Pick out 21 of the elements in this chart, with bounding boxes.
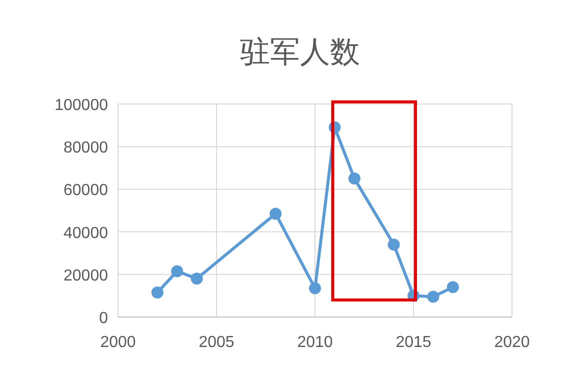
- point: [190, 272, 203, 285]
- x-tick-label: 2010: [297, 334, 333, 351]
- y-tick-label: 100000: [54, 97, 108, 114]
- y-tick-label: 20000: [64, 267, 108, 284]
- point: [388, 238, 400, 251]
- x-tick-label: 2005: [198, 334, 234, 351]
- y-tick-label: 80000: [64, 140, 108, 157]
- point: [151, 286, 164, 299]
- x-tick-label: 2015: [396, 334, 432, 351]
- point: [171, 265, 184, 278]
- y-tick-label: 0: [99, 310, 108, 327]
- point: [309, 282, 321, 294]
- chart-title: 驻军人数: [240, 36, 360, 69]
- y-tick-label: 60000: [64, 182, 108, 200]
- y-tick-label: 40000: [64, 224, 108, 242]
- x-tick-label: 2020: [494, 334, 530, 351]
- point: [427, 290, 440, 303]
- point: [446, 281, 459, 294]
- x-tick-label: 2000: [100, 334, 136, 351]
- point: [270, 208, 282, 220]
- point: [348, 172, 360, 185]
